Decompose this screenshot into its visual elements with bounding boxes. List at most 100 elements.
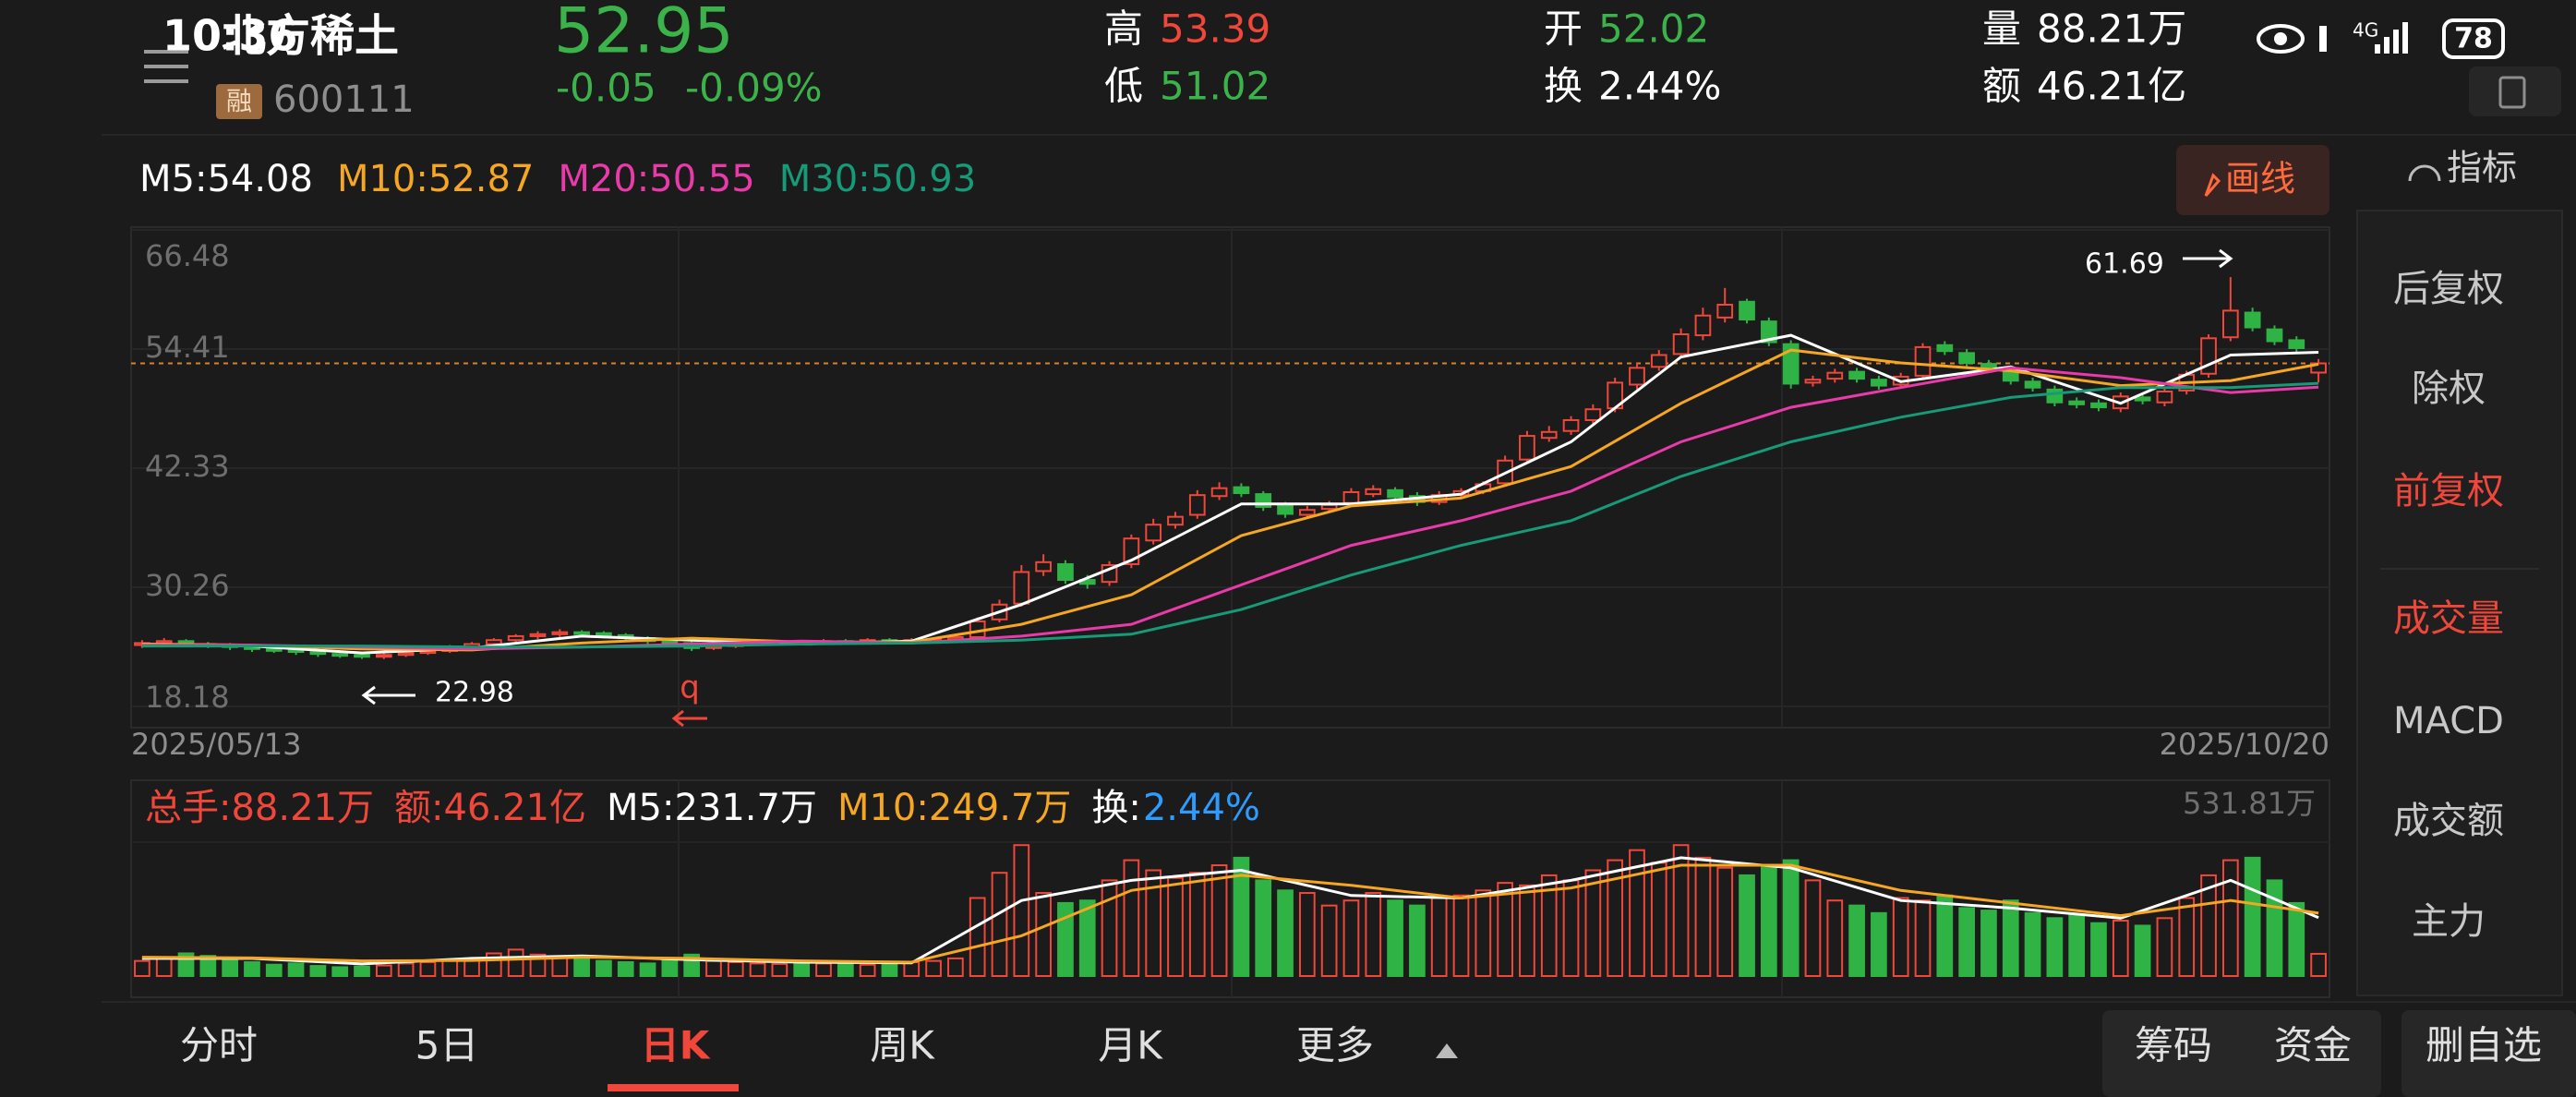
- candle-body: [1871, 379, 1887, 387]
- volume-bar: [1342, 899, 1360, 977]
- volume-bar: [573, 957, 590, 977]
- amount-label: 额: [1982, 64, 2021, 109]
- volume-bar: [2024, 911, 2041, 977]
- adjust-option[interactable]: 前复权: [2393, 470, 2504, 512]
- volume-bar: [705, 959, 722, 977]
- volume-bar: [441, 958, 459, 977]
- candle-body: [1387, 488, 1403, 499]
- x-start-label: 2025/05/13: [131, 727, 301, 762]
- draw-button[interactable]: [2176, 145, 2329, 215]
- actions-box: [2102, 1010, 2381, 1097]
- volume-bar: [1277, 889, 1294, 978]
- candle-body: [1277, 504, 1294, 515]
- tab-selected[interactable]: 日K: [641, 1023, 711, 1068]
- volume-bar: [551, 956, 569, 978]
- low-annotation: 22.98: [435, 677, 514, 709]
- volume-bar: [2068, 914, 2086, 978]
- volume-bar: [397, 962, 415, 977]
- volume-bar: [1672, 844, 1690, 977]
- adjust-option[interactable]: 除权: [2412, 368, 2486, 410]
- volume-bar: [529, 953, 547, 978]
- turnover-label: 换: [1544, 64, 1583, 109]
- indicator-option[interactable]: MACD: [2393, 700, 2504, 742]
- candle-body: [354, 654, 370, 658]
- volume-bar: [1167, 876, 1184, 978]
- adjust-option[interactable]: 后复权: [2393, 268, 2504, 310]
- ma-legend: M30:50.93: [779, 158, 976, 200]
- high-annotation: 61.69: [2085, 248, 2164, 281]
- tab[interactable]: 周K: [870, 1023, 935, 1068]
- candle-body: [2134, 396, 2151, 402]
- y-tick-label: 18.18: [145, 680, 230, 715]
- indicator-option[interactable]: 成交额: [2393, 800, 2504, 842]
- candle-body: [551, 631, 569, 635]
- candle-body: [1716, 303, 1734, 319]
- volume-bar: [155, 956, 173, 978]
- signal-bar: [2393, 30, 2399, 54]
- action-button[interactable]: 资金: [2274, 1023, 2352, 1068]
- candle-body: [2244, 311, 2261, 329]
- network-label: 4G: [2353, 19, 2378, 42]
- menu-icon[interactable]: [144, 50, 188, 83]
- battery-level: 78: [2454, 23, 2493, 55]
- volume-bar: [331, 966, 349, 978]
- candle-body: [1519, 435, 1535, 461]
- volume-frame: [130, 779, 2330, 998]
- remove-box: [2401, 1010, 2576, 1097]
- volume-bar: [1892, 897, 1909, 978]
- volume-bar: [2134, 924, 2151, 977]
- pen-icon: [2204, 173, 2221, 197]
- low-arrow: [361, 685, 415, 705]
- tab[interactable]: 5日: [415, 1023, 479, 1068]
- indicator-option[interactable]: 主力: [2412, 900, 2486, 943]
- candle-body: [1145, 524, 1162, 542]
- volume-bar: [1540, 874, 1558, 977]
- candle-body: [1760, 320, 1777, 344]
- candle-body: [1013, 571, 1030, 605]
- tab[interactable]: 分时: [180, 1023, 258, 1068]
- volume-bar: [1188, 872, 1206, 978]
- badge-bg: [216, 84, 262, 119]
- status-icons: 4G 78: [2257, 18, 2505, 59]
- signal-bar: [2384, 37, 2389, 54]
- remove-button[interactable]: 删自选: [2426, 1023, 2542, 1068]
- ma-line: [141, 333, 2319, 655]
- volume-legend: M10:249.7万: [837, 787, 1071, 829]
- action-button[interactable]: 筹码: [2135, 1023, 2212, 1068]
- eye-icon: [2257, 24, 2305, 54]
- low-label: 低: [1104, 64, 1143, 109]
- volume-bar: [265, 963, 283, 978]
- candle-body: [2266, 328, 2283, 343]
- volume-bar: [1101, 879, 1118, 977]
- candle-body: [1540, 430, 1558, 440]
- window-button[interactable]: [2469, 66, 2561, 116]
- signal-bar: [2375, 44, 2380, 54]
- volume-bar: [1452, 894, 1470, 977]
- indicator-option[interactable]: 成交量: [2393, 597, 2504, 640]
- volume-bar: [1078, 899, 1096, 977]
- volume-bar: [2266, 879, 2283, 977]
- candle-body: [1188, 494, 1206, 516]
- candle-body: [1936, 344, 1954, 353]
- candle-body: [573, 631, 590, 635]
- volume-bar: [1057, 901, 1074, 978]
- indicator-button[interactable]: 指标: [2447, 148, 2517, 188]
- volume-bar: [1804, 879, 1822, 977]
- volume-bar: [2002, 899, 2019, 977]
- candle-body: [1320, 503, 1338, 511]
- tab[interactable]: 月K: [1098, 1023, 1163, 1068]
- volume-bar: [1607, 859, 1624, 978]
- tab[interactable]: 更多: [1296, 1023, 1374, 1068]
- candle-body: [529, 633, 547, 637]
- candle-body: [2310, 362, 2327, 374]
- candle-body: [155, 640, 173, 645]
- candle-body: [1650, 354, 1667, 368]
- change-pct: -0.09%: [685, 66, 823, 111]
- volume-bar: [222, 957, 239, 977]
- ma-line: [141, 856, 2319, 966]
- candle-body: [486, 639, 502, 645]
- candle-body: [1826, 371, 1844, 380]
- volume-bar: [793, 961, 811, 978]
- volume-bar: [1716, 866, 1734, 977]
- volume-bar: [1519, 884, 1535, 978]
